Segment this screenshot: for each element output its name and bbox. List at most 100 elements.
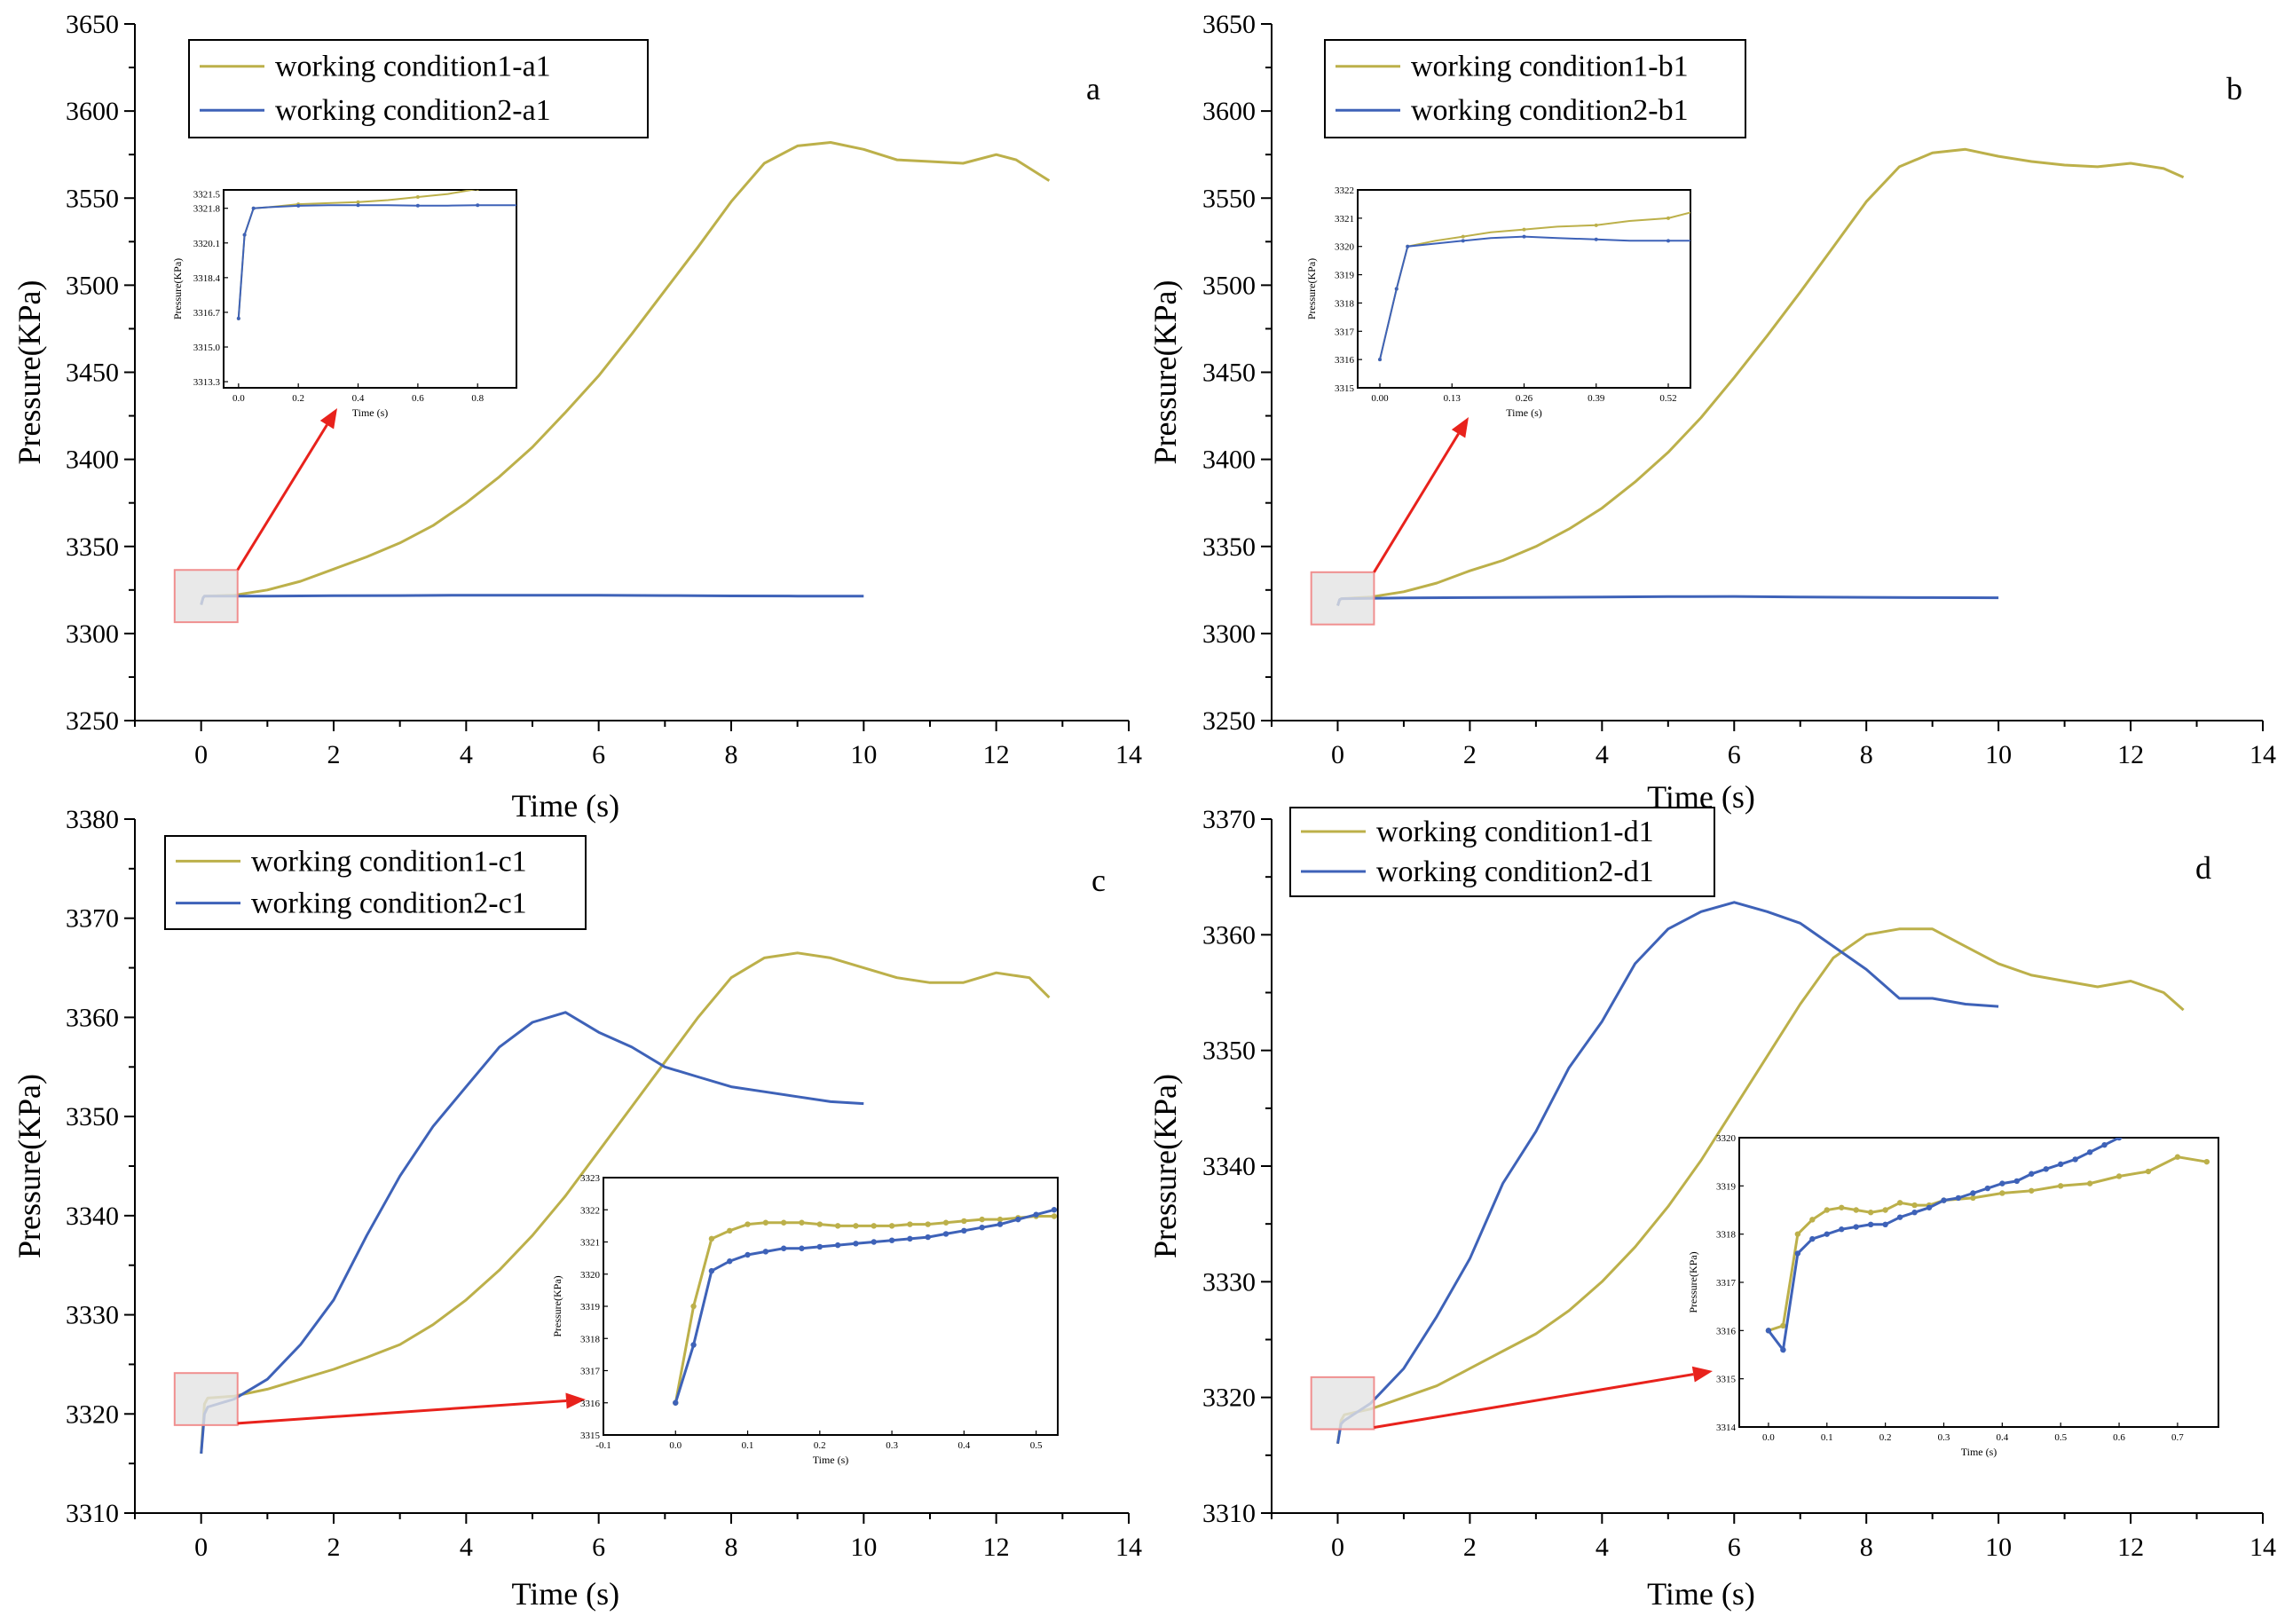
- inset-point: [1984, 1185, 1991, 1192]
- inset-point: [1867, 1221, 1874, 1228]
- inset-point: [1882, 1221, 1888, 1228]
- panel-label: c: [1091, 863, 1106, 898]
- x-tick-label: 8: [725, 740, 738, 769]
- zoom-region-box: [1310, 571, 1375, 626]
- inset-point: [2057, 1161, 2064, 1168]
- zoom-arrow: [1374, 1373, 1694, 1429]
- inset-point: [1824, 1231, 1830, 1237]
- x-tick-label: 8: [725, 1533, 738, 1562]
- inset-point: [1780, 1322, 1786, 1329]
- inset-point: [1794, 1250, 1801, 1257]
- inset-point: [853, 1223, 859, 1229]
- inset-point: [1941, 1197, 1947, 1203]
- inset-y-tick-label: 3322: [1335, 185, 1354, 196]
- y-tick-label: 3350: [1202, 532, 1256, 562]
- inset-point: [1955, 1194, 1962, 1202]
- x-tick-label: 4: [1596, 1533, 1609, 1562]
- inset-point: [1970, 1194, 1976, 1202]
- y-tick-label: 3450: [66, 359, 119, 388]
- inset-y-title: Pressure(KPa): [1305, 258, 1318, 319]
- inset-y-title: Pressure(KPa): [171, 258, 184, 319]
- y-tick-label: 3350: [66, 532, 119, 562]
- inset-y-tick-label: 3318: [1716, 1230, 1737, 1241]
- inset-point: [690, 1303, 697, 1310]
- inset-x-tick-label: 0.1: [742, 1440, 754, 1451]
- x-axis-title: Time (s): [1647, 1576, 1755, 1612]
- inset-point: [1594, 237, 1598, 241]
- inset-point: [2029, 1187, 2035, 1194]
- inset-y-tick-label: 3319: [580, 1302, 601, 1313]
- x-tick-label: 12: [2117, 740, 2144, 769]
- inset-frame: [1357, 189, 1691, 389]
- inset-point: [871, 1239, 877, 1245]
- zoom-region-box: [173, 1372, 239, 1426]
- inset-y-tick-label: 3319: [1335, 271, 1355, 281]
- inset-y-tick-label: 3316: [1335, 355, 1355, 366]
- inset-point: [925, 1234, 931, 1241]
- y-tick-label: 3650: [66, 10, 119, 39]
- y-tick-label: 3550: [66, 184, 119, 213]
- y-tick-label: 3250: [1202, 706, 1256, 736]
- inset-point: [2072, 1156, 2078, 1163]
- inset-point: [2116, 1138, 2123, 1141]
- inset-point: [799, 1245, 805, 1251]
- inset-y-tick-label: 3321: [580, 1238, 600, 1249]
- y-tick-label: 3550: [1202, 184, 1256, 213]
- inset-point: [1839, 1226, 1845, 1233]
- legend-label-2: working condition2-d1: [1376, 855, 1654, 888]
- inset-point: [762, 1219, 769, 1226]
- inset-point: [727, 1258, 733, 1265]
- inset-point: [1970, 1190, 1976, 1196]
- y-tick-label: 3340: [1202, 1152, 1256, 1181]
- inset-point: [1853, 1224, 1859, 1230]
- inset-y-tick-label: 3314: [1716, 1423, 1737, 1433]
- inset-point: [2116, 1173, 2123, 1179]
- inset-point: [415, 195, 420, 200]
- inset-point: [1882, 1207, 1888, 1213]
- inset-point: [673, 1399, 679, 1406]
- panel-label: d: [2195, 850, 2211, 886]
- zoom-arrow-head: [1691, 1366, 1713, 1383]
- inset-x-tick-label: 0.0: [232, 393, 245, 404]
- x-tick-label: 14: [2250, 740, 2276, 769]
- inset-y-tick-label: 3315: [1716, 1375, 1737, 1385]
- inset-point: [1015, 1216, 1021, 1223]
- inset-point: [997, 1216, 1004, 1223]
- inset-point: [780, 1219, 787, 1226]
- inset-x-tick-label: 0.3: [1938, 1432, 1950, 1443]
- inset-point: [799, 1219, 805, 1226]
- chart-panel-a: 0 2 4 6 8 10 12 14 3250 3300 3350 3400 3450 3500 3550 3…: [12, 10, 1142, 824]
- x-tick-label: 14: [1115, 740, 1142, 769]
- inset-series-line-2: [237, 204, 516, 319]
- inset-point: [1461, 234, 1465, 239]
- inset-y-tick-label: 3321.5: [193, 190, 221, 201]
- inset-point: [476, 203, 480, 208]
- inset-x-title: Time (s): [1961, 1446, 1997, 1458]
- inset-point: [834, 1223, 841, 1229]
- inset-point: [1765, 1328, 1772, 1334]
- chart-panel-c: 0 2 4 6 8 10 12 14 3310 3320 3330 3340 3350 3360 3370 3…: [12, 805, 1142, 1612]
- inset-point: [780, 1245, 787, 1251]
- inset-frame: [223, 189, 517, 389]
- inset-y-tick-label: 3317: [580, 1367, 601, 1377]
- inset-point: [727, 1227, 733, 1234]
- legend-label-2: working condition2-c1: [251, 887, 527, 920]
- inset-point: [816, 1221, 823, 1227]
- series-line-1: [200, 141, 1051, 605]
- inset-point: [251, 206, 256, 210]
- x-tick-label: 8: [1860, 740, 1873, 769]
- chart-panel-d: 0 2 4 6 8 10 12 14 3310 3320 3330 3340 3350 3360 3370 T…: [1147, 805, 2276, 1612]
- zoom-arrow-head: [565, 1392, 586, 1409]
- inset-point: [690, 1342, 697, 1348]
- series-line-1: [1336, 147, 2185, 606]
- inset-x-tick-label: 0.2: [1879, 1432, 1892, 1443]
- y-tick-label: 3400: [1202, 445, 1256, 475]
- inset-y-tick-label: 3320: [1716, 1133, 1737, 1144]
- inset-point: [979, 1224, 985, 1231]
- inset-y-tick-label: 3320: [1335, 242, 1355, 253]
- y-tick-label: 3330: [1202, 1267, 1256, 1297]
- inset-y-tick-label: 3315: [1335, 383, 1355, 394]
- y-tick-label: 3370: [1202, 805, 1256, 834]
- y-axis-title: Pressure(KPa): [1147, 1074, 1183, 1258]
- inset-point: [745, 1221, 751, 1227]
